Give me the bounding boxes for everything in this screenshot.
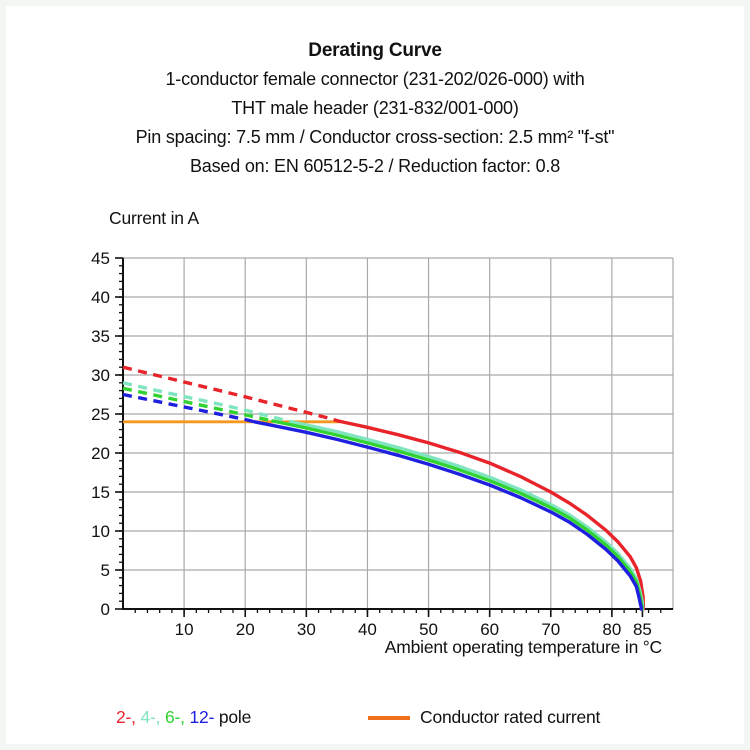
y-tick-label: 25 — [91, 405, 110, 424]
curve-12-pole-solid — [252, 420, 643, 611]
y-tick-label: 30 — [91, 366, 110, 385]
chart-subtitle-spec: Pin spacing: 7.5 mm / Conductor cross-se… — [135, 127, 615, 147]
x-tick-label: 30 — [297, 620, 316, 639]
x-tick-label: 10 — [175, 620, 194, 639]
y-axis-title: Current in A — [109, 208, 200, 228]
y-tick-label: 35 — [91, 327, 110, 346]
derating-chart-plot: 10 20 30 40 50 60 70 80 85 0 5 10 15 20 25 30 35 40 45 — [91, 249, 674, 639]
curve-12-pole-dashed — [122, 392, 255, 424]
legend-pole-item-6-pole: 6-, — [165, 707, 190, 727]
x-tick-label: 70 — [541, 620, 560, 639]
legend-pole-suffix: pole — [218, 707, 252, 727]
y-tick-label: 20 — [91, 444, 110, 463]
curve-2-pole-solid — [338, 419, 646, 611]
x-tick-label: 20 — [236, 620, 255, 639]
y-tick-label: 10 — [91, 522, 110, 541]
curve-6-pole-dashed — [122, 386, 274, 423]
x-tick-label: 50 — [419, 620, 438, 639]
x-axis-title: Ambient operating temperature in °C — [384, 637, 662, 657]
legend-row: 2-, 4-, 6-, 12- pole Conductor rated cur… — [6, 705, 744, 735]
legend-pole-items: 2-, 4-, 6-, 12- pole — [116, 707, 251, 728]
chart-subtitle-connector: 1-conductor female connector (231-202/02… — [165, 69, 585, 89]
y-tick-label: 15 — [91, 483, 110, 502]
curve-6-pole-solid — [271, 419, 644, 611]
title-block: Derating Curve 1-conductor female connec… — [6, 36, 744, 181]
rated-current-line-swatch — [368, 715, 410, 720]
chart-title: Derating Curve — [308, 40, 442, 61]
rated-current-label: Conductor rated current — [420, 707, 601, 727]
curve-4-pole-dashed — [122, 381, 292, 424]
x-tick-label: 80 — [602, 620, 621, 639]
y-tick-label: 45 — [91, 249, 110, 268]
y-tick-label: 40 — [91, 288, 110, 307]
x-tick-label: 40 — [358, 620, 377, 639]
legend-pole-item-4-pole: 4-, — [140, 707, 165, 727]
chart-subtitle-header: THT male header (231-832/001-000) — [231, 98, 519, 118]
y-tick-label: 5 — [101, 561, 110, 580]
curve-2-pole-dashed — [122, 365, 341, 424]
y-tick-label: 0 — [101, 600, 110, 619]
x-tick-label: 60 — [480, 620, 499, 639]
legend-rated-current: Conductor rated current — [368, 707, 600, 728]
legend-pole-item-2-pole: 2-, — [116, 707, 141, 727]
legend-pole-item-12-pole: 12- — [189, 707, 219, 727]
x-tick-label: 85 — [633, 620, 652, 639]
chart-subtitle-standard: Based on: EN 60512-5-2 / Reduction facto… — [189, 156, 561, 176]
